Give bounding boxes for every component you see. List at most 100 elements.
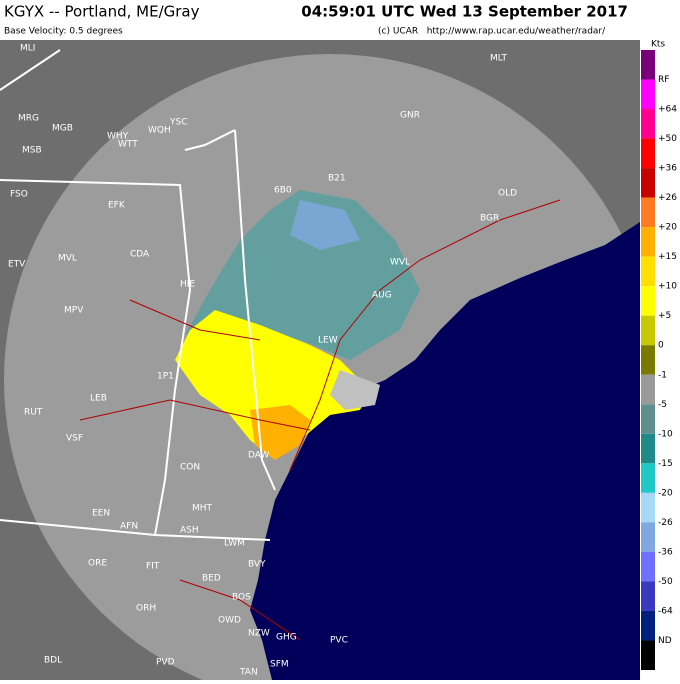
station-label: OWD: [218, 616, 241, 626]
station-label: PVC: [330, 636, 348, 646]
legend-label: 0: [658, 341, 664, 351]
station-label: B21: [328, 174, 346, 184]
legend-label: -10: [658, 429, 673, 439]
subtitle: Base Velocity: 0.5 degrees: [4, 27, 123, 37]
station-label: MHT: [192, 504, 213, 514]
legend-label: -15: [658, 459, 673, 469]
station-label: MPV: [64, 306, 84, 316]
legend-unit: Kts: [651, 40, 665, 50]
legend-label: +26: [658, 193, 677, 203]
legend-label: +15: [658, 252, 677, 262]
station-label: CDA: [130, 250, 150, 260]
legend-label: +10: [658, 282, 677, 292]
state-borders: [0, 49, 276, 541]
legend-swatch: [641, 168, 655, 198]
legend-label: +5: [658, 311, 671, 321]
legend-label: +36: [658, 164, 677, 174]
station-label: MGB: [52, 124, 73, 134]
legend-swatch: [641, 256, 655, 287]
legend-swatch: [641, 315, 655, 346]
station-label: EEN: [92, 509, 110, 519]
timestamp: 04:59:01 UTC Wed 13 September 2017: [301, 3, 628, 21]
legend-label: -26: [658, 518, 673, 528]
station-label: ORH: [136, 604, 156, 614]
station-label: ASH: [180, 526, 199, 536]
legend-swatch: [641, 463, 655, 493]
station-label: BOS: [232, 593, 251, 603]
legend-label: +64: [658, 105, 677, 115]
station-label: ORE: [88, 559, 107, 569]
station-label: BGR: [480, 214, 499, 224]
station-label: LEB: [90, 394, 107, 404]
legend-label: -36: [658, 547, 673, 557]
echo-inbound-far: [290, 200, 360, 250]
legend-swatch: [641, 345, 655, 375]
station-label: MLT: [490, 54, 508, 64]
legend-swatch: [641, 492, 655, 523]
station-label: DAW: [248, 451, 269, 461]
echo-outbound: [175, 310, 370, 460]
station-label: WQH: [148, 126, 171, 136]
legend-swatch: [641, 138, 655, 169]
echo-outbound-strong: [250, 405, 310, 460]
legend-swatch: [641, 50, 655, 80]
station-label: CON: [180, 463, 200, 473]
station-label: RUT: [24, 408, 43, 418]
station-label: SFM: [270, 660, 289, 670]
title: KGYX -- Portland, ME/Gray: [4, 3, 200, 21]
legend-swatch: [641, 522, 655, 552]
legend-label: -20: [658, 488, 673, 498]
station-label: LEW: [318, 336, 338, 346]
legend-swatch: [641, 286, 655, 316]
station-label: OLD: [498, 189, 517, 199]
station-label: VSF: [66, 434, 83, 444]
ma-border: [0, 519, 271, 541]
credit: (c) UCAR http://www.rap.ucar.edu/weather…: [378, 27, 606, 37]
station-label: 6B0: [274, 186, 292, 196]
station-label: AUG: [372, 291, 392, 301]
station-label: MRG: [18, 114, 39, 124]
legend-label: -50: [658, 577, 673, 587]
station-label: HIE: [180, 280, 195, 290]
legend-swatch: [641, 79, 655, 110]
station-label: NZW: [248, 629, 270, 639]
station-label: YSC: [169, 118, 188, 128]
legend-swatch: [641, 581, 655, 611]
legend-swatch: [641, 610, 655, 641]
legend-label: -1: [658, 370, 667, 380]
station-label: BDL: [44, 656, 62, 666]
legend-label: RF: [658, 75, 669, 85]
legend-label: +20: [658, 223, 677, 233]
ocean: [250, 222, 640, 680]
station-label: WTT: [118, 140, 138, 150]
legend: Kts RF+64+50+36+26+20+15+10+50-1-5-10-15…: [641, 40, 677, 670]
echo-zero: [330, 370, 380, 410]
legend-label: +50: [658, 134, 677, 144]
station-label: TAN: [239, 668, 258, 678]
legend-swatch: [641, 433, 655, 464]
station-label: PVD: [156, 658, 175, 668]
legend-swatch: [641, 640, 655, 670]
station-label: BED: [202, 574, 221, 584]
station-label: ETV: [8, 260, 26, 270]
legend-label: -64: [658, 606, 673, 616]
legend-swatch: [641, 109, 655, 139]
station-label: EFK: [108, 201, 126, 211]
legend-swatch: [641, 197, 655, 228]
legend-label: -5: [658, 400, 667, 410]
station-label: BVY: [248, 560, 266, 570]
station-label: MSB: [22, 146, 42, 156]
nh-me-border: [234, 129, 276, 491]
station-label: 1P1: [157, 372, 174, 382]
legend-swatch: [641, 551, 655, 582]
vt-nh-border: [0, 179, 192, 536]
legend-swatch: [641, 404, 655, 434]
station-label: MVL: [58, 254, 77, 264]
legend-swatch: [641, 374, 655, 405]
station-label: FSO: [10, 190, 28, 200]
legend-swatch: [641, 227, 655, 257]
station-label: GNR: [400, 111, 420, 121]
